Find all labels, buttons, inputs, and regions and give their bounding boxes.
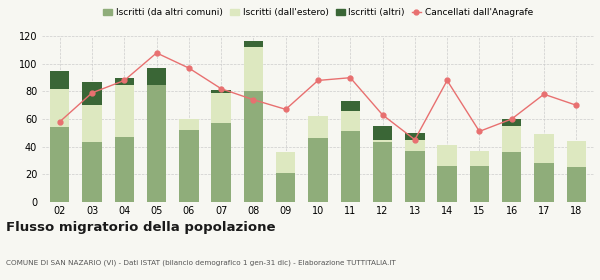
Bar <box>211 90 231 93</box>
Bar <box>244 92 263 202</box>
Bar <box>115 78 134 85</box>
Bar <box>115 85 134 137</box>
Bar <box>244 41 263 47</box>
Bar <box>50 71 70 89</box>
Bar <box>534 134 554 163</box>
Text: COMUNE DI SAN NAZARIO (VI) - Dati ISTAT (bilancio demografico 1 gen-31 dic) - El: COMUNE DI SAN NAZARIO (VI) - Dati ISTAT … <box>6 260 396 266</box>
Bar <box>82 105 102 143</box>
Bar <box>470 151 489 166</box>
Bar <box>502 126 521 152</box>
Bar <box>405 133 425 140</box>
Bar <box>308 138 328 202</box>
Bar <box>276 152 295 173</box>
Bar <box>373 126 392 140</box>
Bar <box>341 111 360 131</box>
Bar <box>211 93 231 123</box>
Bar <box>147 68 166 85</box>
Bar <box>502 119 521 126</box>
Bar <box>341 131 360 202</box>
Bar <box>405 151 425 202</box>
Bar <box>566 167 586 202</box>
Bar <box>147 85 166 202</box>
Bar <box>115 137 134 202</box>
Bar <box>211 123 231 202</box>
Bar <box>308 116 328 138</box>
Bar <box>502 152 521 202</box>
Bar <box>50 89 70 127</box>
Text: Flusso migratorio della popolazione: Flusso migratorio della popolazione <box>6 221 275 234</box>
Bar <box>244 47 263 92</box>
Bar <box>179 130 199 202</box>
Bar <box>437 145 457 166</box>
Bar <box>437 166 457 202</box>
Bar <box>373 143 392 202</box>
Bar <box>50 127 70 202</box>
Bar <box>179 119 199 130</box>
Bar <box>82 143 102 202</box>
Bar <box>534 163 554 202</box>
Bar <box>405 140 425 151</box>
Bar <box>82 82 102 105</box>
Bar <box>373 140 392 143</box>
Legend: Iscritti (da altri comuni), Iscritti (dall'estero), Iscritti (altri), Cancellati: Iscritti (da altri comuni), Iscritti (da… <box>100 4 536 21</box>
Bar <box>470 166 489 202</box>
Bar <box>566 141 586 167</box>
Bar <box>341 101 360 111</box>
Bar <box>276 173 295 202</box>
